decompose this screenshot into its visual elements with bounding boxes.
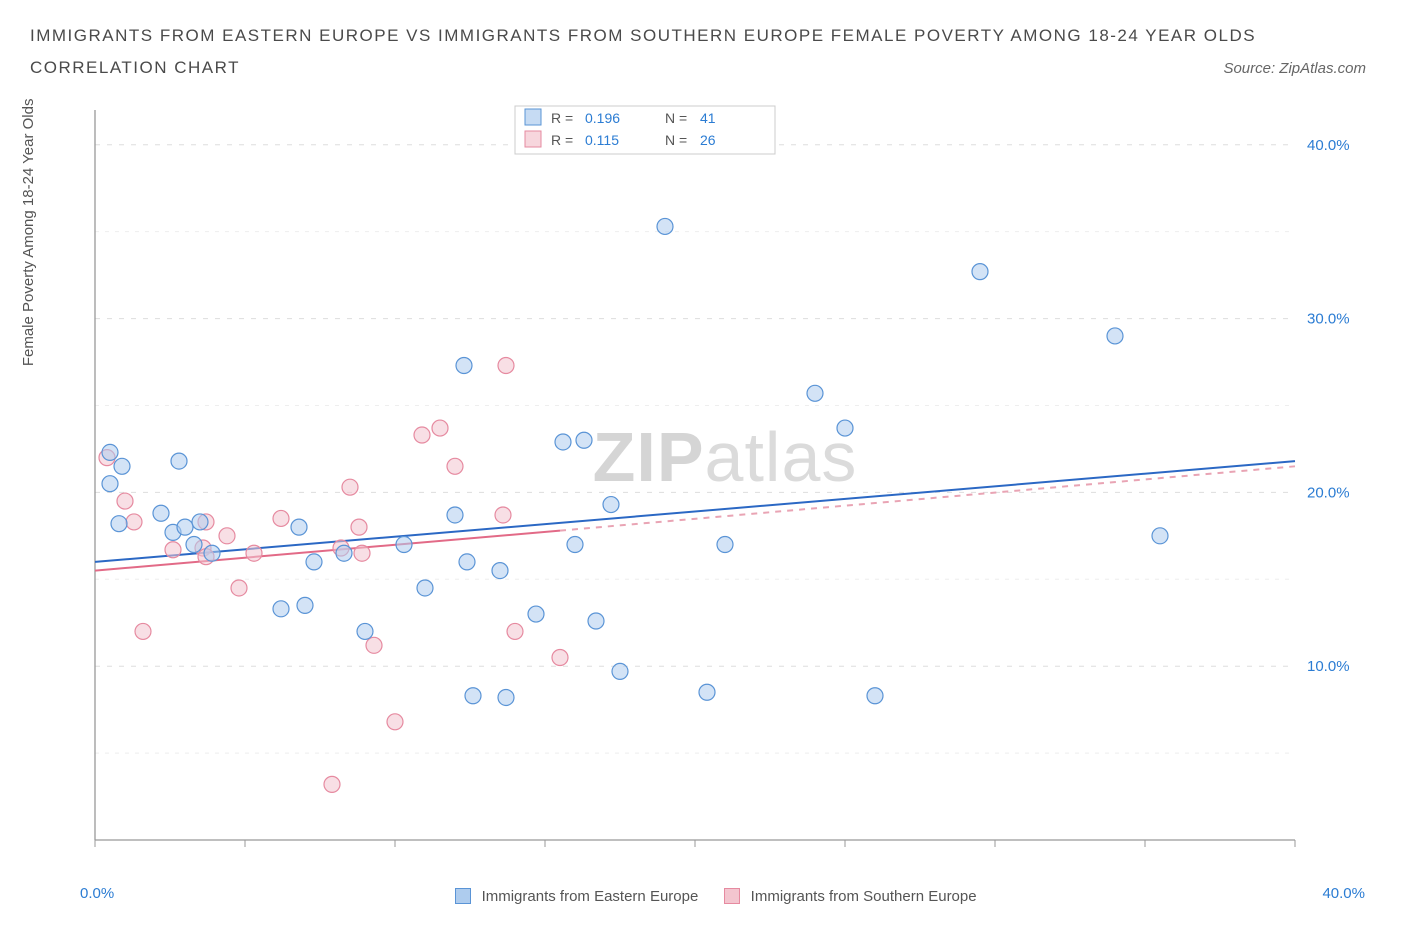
title-block: IMMIGRANTS FROM EASTERN EUROPE VS IMMIGR… <box>0 0 1406 95</box>
chart-container: Female Poverty Among 18-24 Year Olds 10.… <box>30 100 1380 900</box>
legend-label-eastern: Immigrants from Eastern Europe <box>482 888 699 905</box>
svg-text:0.115: 0.115 <box>585 132 619 148</box>
svg-text:40.0%: 40.0% <box>1307 137 1350 154</box>
svg-text:N =: N = <box>665 110 687 126</box>
svg-text:30.0%: 30.0% <box>1307 311 1350 328</box>
title-line-2: CORRELATION CHART <box>30 52 1376 84</box>
svg-text:R =: R = <box>551 110 573 126</box>
legend-swatch-eastern <box>455 888 471 904</box>
title-line-1: IMMIGRANTS FROM EASTERN EUROPE VS IMMIGR… <box>30 20 1376 52</box>
legend-label-southern: Immigrants from Southern Europe <box>751 888 977 905</box>
y-axis-label: Female Poverty Among 18-24 Year Olds <box>20 99 37 367</box>
source-attribution: Source: ZipAtlas.com <box>1223 60 1366 77</box>
bottom-legend: Immigrants from Eastern Europe Immigrant… <box>30 888 1380 905</box>
svg-text:N =: N = <box>665 132 687 148</box>
svg-text:10.0%: 10.0% <box>1307 658 1350 675</box>
svg-text:41: 41 <box>700 110 716 126</box>
plot-svg: 10.0% 20.0% 30.0% 40.0% R = 0.196 N = 41 R = 0.11… <box>85 100 1365 860</box>
svg-text:20.0%: 20.0% <box>1307 484 1350 501</box>
svg-text:R =: R = <box>551 132 573 148</box>
scatter-plot: 10.0% 20.0% 30.0% 40.0% R = 0.196 N = 41 R = 0.11… <box>85 100 1365 860</box>
svg-text:26: 26 <box>700 132 716 148</box>
legend-swatch-southern <box>724 888 740 904</box>
svg-text:0.196: 0.196 <box>585 110 620 126</box>
